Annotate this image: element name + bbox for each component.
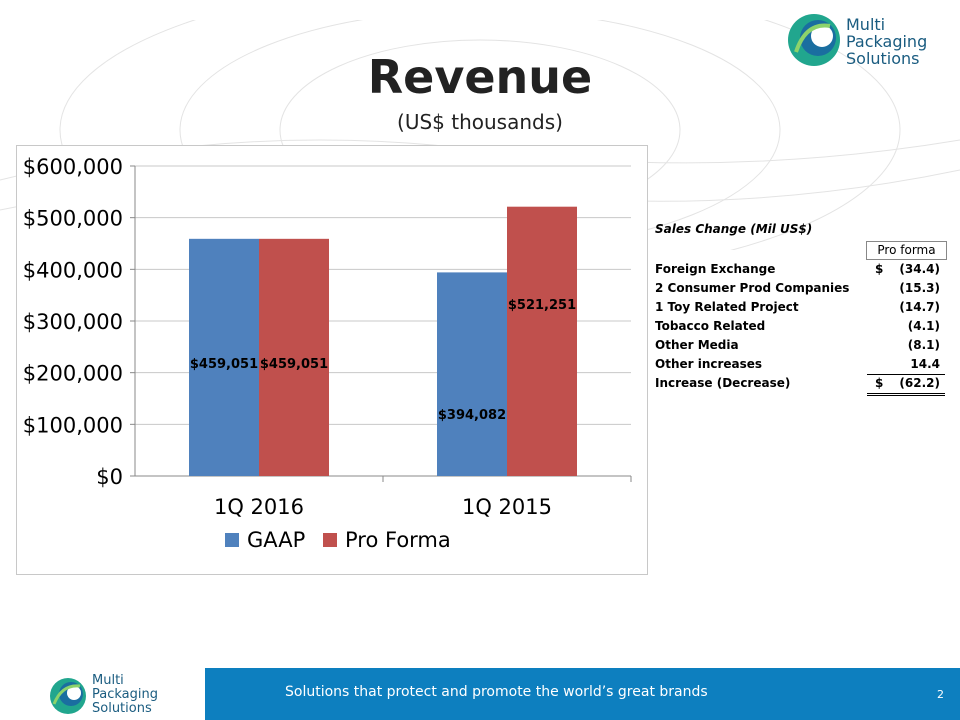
row-value: (4.1) bbox=[907, 319, 940, 333]
footer-tagline: Solutions that protect and promote the w… bbox=[285, 684, 708, 700]
legend-swatch bbox=[225, 533, 239, 547]
row-value: (8.1) bbox=[907, 338, 940, 352]
table-row: 1 Toy Related Project (14.7) bbox=[655, 298, 945, 317]
y-tick-label: $600,000 bbox=[23, 155, 123, 179]
table-row: 2 Consumer Prod Companies (15.3) bbox=[655, 279, 945, 298]
total-rule bbox=[867, 374, 945, 375]
bar bbox=[437, 272, 507, 476]
row-currency: $ bbox=[875, 262, 884, 276]
company-logo: Multi Packaging Solutions bbox=[786, 10, 956, 70]
logo-word-2: Packaging bbox=[846, 32, 928, 51]
row-value: (34.4) bbox=[899, 262, 940, 276]
data-label: $459,051 bbox=[190, 357, 258, 372]
row-value: (15.3) bbox=[899, 281, 940, 295]
logo-word-3: Solutions bbox=[846, 49, 920, 68]
y-tick-label: $300,000 bbox=[23, 310, 123, 334]
table-row: Foreign Exchange $ (34.4) bbox=[655, 260, 945, 279]
logo-word-1: Multi bbox=[846, 15, 886, 34]
footer: Solutions that protect and promote the w… bbox=[0, 668, 960, 720]
page-number: 2 bbox=[937, 688, 944, 701]
legend-swatch bbox=[323, 533, 337, 547]
footer-logo: Multi Packaging Solutions bbox=[48, 674, 198, 718]
y-tick-label: $500,000 bbox=[23, 207, 123, 231]
page-subtitle: (US$ thousands) bbox=[397, 110, 563, 134]
x-tick-label: 1Q 2016 bbox=[214, 495, 304, 519]
revenue-chart: $0 $100,000 $200,000 $300,000 $400,000 $500,0… bbox=[16, 145, 648, 575]
legend-label: GAAP bbox=[247, 528, 305, 552]
row-value: (62.2) bbox=[899, 376, 940, 390]
footer-logo-word-2: Packaging bbox=[92, 687, 158, 702]
sales-change-header: Pro forma bbox=[866, 241, 947, 260]
table-row: Other increases 14.4 bbox=[655, 355, 945, 374]
row-label: Other increases bbox=[655, 357, 763, 371]
row-label: Increase (Decrease) bbox=[655, 376, 791, 390]
sales-change-title: Sales Change (Mil US$) bbox=[655, 222, 813, 236]
row-currency: $ bbox=[875, 376, 884, 390]
table-row: Tobacco Related (4.1) bbox=[655, 317, 945, 336]
table-total-row: Increase (Decrease) $ (62.2) bbox=[655, 374, 945, 393]
y-tick-label: $0 bbox=[96, 465, 123, 489]
row-label: Foreign Exchange bbox=[655, 262, 776, 276]
logo-swirl-icon bbox=[788, 14, 840, 66]
row-value: (14.7) bbox=[899, 300, 940, 314]
row-label: 2 Consumer Prod Companies bbox=[655, 281, 850, 295]
row-label: 1 Toy Related Project bbox=[655, 300, 799, 314]
footer-logo-word-1: Multi bbox=[92, 673, 124, 688]
footer-logo-swirl-icon bbox=[50, 678, 86, 714]
bar bbox=[189, 238, 259, 476]
row-label: Tobacco Related bbox=[655, 319, 766, 333]
row-value: 14.4 bbox=[910, 357, 940, 371]
footer-bar: Solutions that protect and promote the w… bbox=[205, 668, 960, 720]
y-tick-label: $200,000 bbox=[23, 362, 123, 386]
bar bbox=[507, 206, 577, 476]
y-tick-label: $400,000 bbox=[23, 258, 123, 282]
data-label: $521,251 bbox=[508, 298, 576, 313]
data-label: $394,082 bbox=[438, 408, 506, 423]
y-tick-label: $100,000 bbox=[23, 413, 123, 437]
bar bbox=[259, 238, 329, 476]
legend-label: Pro Forma bbox=[345, 528, 451, 552]
data-label: $459,051 bbox=[260, 357, 328, 372]
total-double-rule bbox=[867, 393, 945, 396]
table-row: Other Media (8.1) bbox=[655, 336, 945, 355]
footer-logo-word-3: Solutions bbox=[92, 701, 152, 716]
x-tick-label: 1Q 2015 bbox=[462, 495, 552, 519]
revenue-chart-svg: $0 $100,000 $200,000 $300,000 $400,000 $500,0… bbox=[23, 155, 632, 552]
row-label: Other Media bbox=[655, 338, 739, 352]
page-title: Revenue bbox=[367, 50, 593, 104]
footer-logo-area bbox=[0, 668, 205, 720]
